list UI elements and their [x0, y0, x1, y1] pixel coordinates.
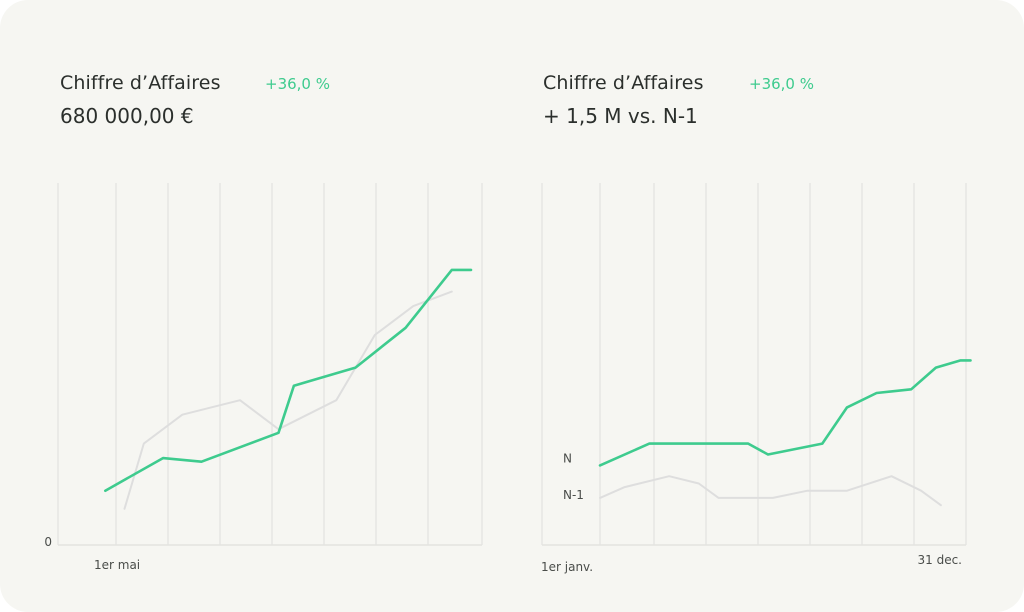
chart-2-series-previous-line [599, 475, 942, 507]
panel-1-value: 680 000,00 € [60, 104, 194, 128]
panel-1-title: Chiffre d’Affaires [60, 72, 221, 94]
panel-2-delta-badge: +36,0 % [749, 75, 814, 93]
chart-1-x-tick-label-1: 1er mai [94, 558, 140, 572]
chart-2-x-tick-label-2: 31 dec. [918, 553, 963, 567]
chart-1-y-tick-label-1: 0 [44, 535, 52, 549]
panel-2-value: + 1,5 M vs. N-1 [543, 104, 698, 128]
panel-1-delta-badge: +36,0 % [265, 75, 330, 93]
chart-2-series-current-line [598, 359, 972, 467]
chart-2-series-label-n: N [563, 451, 572, 465]
panel-2-title: Chiffre d’Affaires [543, 72, 704, 94]
chart-2-x-tick-label-1: 1er janv. [541, 560, 593, 574]
chart-1-series-current-line [104, 268, 473, 493]
chart-2-series-label-n-1: N-1 [563, 488, 584, 502]
